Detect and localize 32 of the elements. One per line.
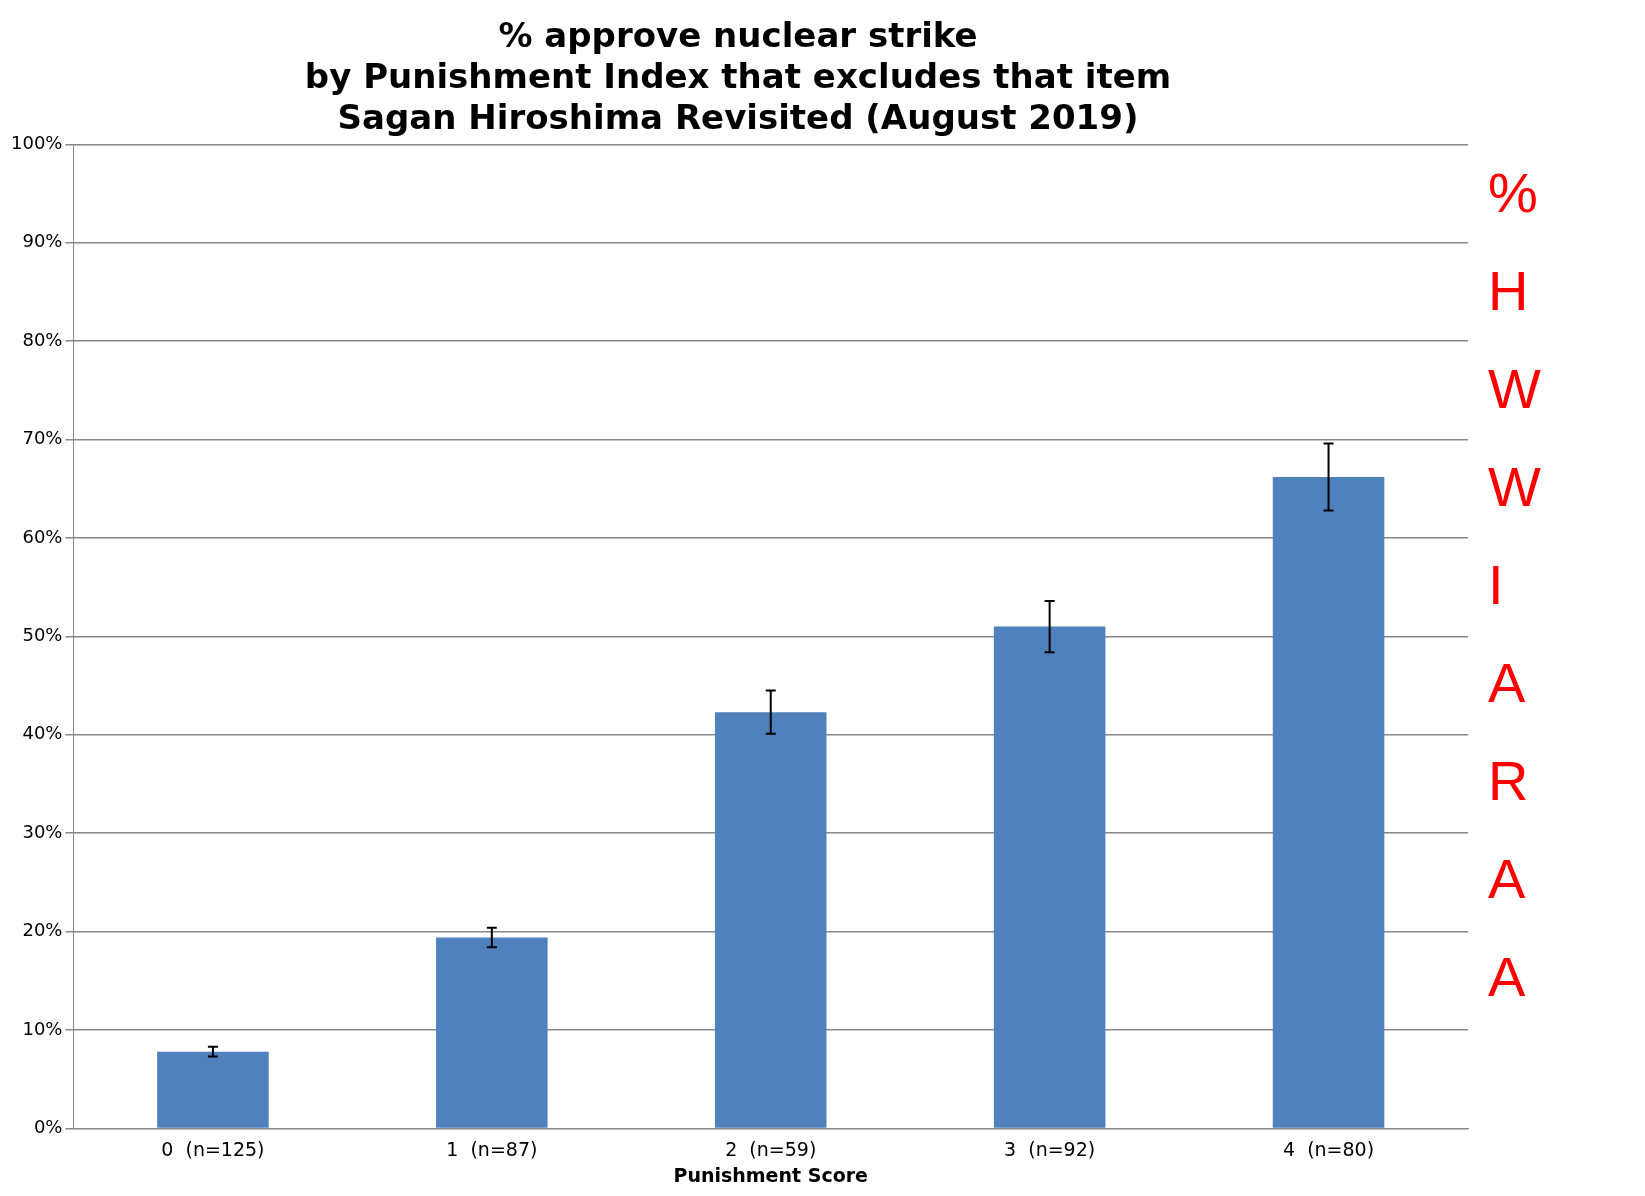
- text: R: [1488, 748, 1530, 814]
- y-tick-label: 70%: [22, 427, 63, 449]
- bar: [436, 937, 548, 1128]
- text: A: [1488, 650, 1527, 716]
- x-tick-label: 2 (n=59): [725, 1137, 817, 1160]
- text: W: [1488, 454, 1541, 520]
- x-tick-label: 3 (n=92): [1004, 1137, 1096, 1160]
- text: %: [1488, 160, 1539, 226]
- y-tick-label: 0%: [33, 1116, 63, 1138]
- y-tick-label: 10%: [22, 1017, 63, 1039]
- text: H: [1488, 258, 1530, 324]
- x-tick-label: 4 (n=80): [1282, 1137, 1375, 1160]
- x-tick-label: 1 (n=87): [446, 1137, 538, 1160]
- x-tick-label: 0 (n=125): [161, 1137, 265, 1160]
- y-tick-label: 20%: [22, 919, 63, 941]
- text: A: [1488, 846, 1527, 912]
- y-tick-label: 40%: [22, 722, 63, 744]
- y-tick-label: 80%: [22, 328, 63, 350]
- y-tick-label: 60%: [22, 525, 63, 547]
- y-tick-label: 100%: [10, 132, 63, 154]
- text: I: [1488, 552, 1505, 618]
- y-tick-label: 90%: [22, 230, 63, 252]
- bar: [993, 626, 1106, 1128]
- text: A: [1488, 944, 1527, 1010]
- y-tick-label: 50%: [22, 624, 63, 646]
- bar: [714, 712, 827, 1128]
- y-tick-label: 30%: [22, 820, 63, 842]
- text: W: [1488, 356, 1541, 422]
- chart-title: % approve nuclear strike by Punishment Index that excludes that item Sagan Hiroshima Revisited (August 2019): [304, 15, 1172, 137]
- bar: [1272, 476, 1385, 1128]
- x-axis-title: Punishment Score: [673, 1163, 868, 1186]
- bar: [157, 1051, 269, 1128]
